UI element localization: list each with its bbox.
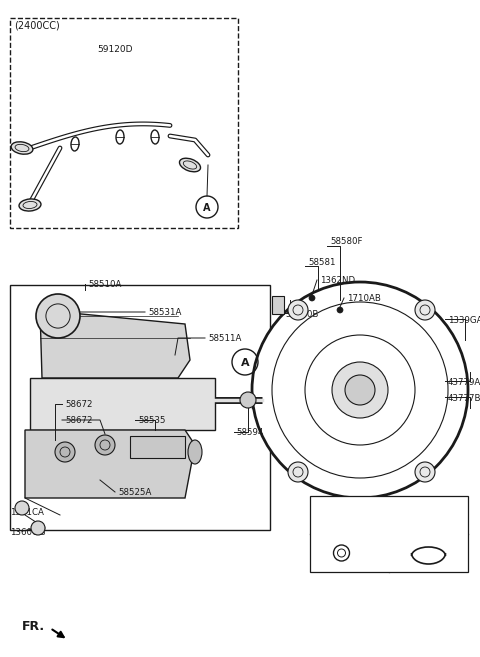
Circle shape [240,392,256,408]
Text: 59120D: 59120D [97,45,133,54]
FancyBboxPatch shape [10,18,238,228]
Text: 58594: 58594 [236,428,264,437]
Circle shape [415,462,435,482]
FancyBboxPatch shape [310,496,468,572]
FancyBboxPatch shape [272,296,284,314]
Circle shape [332,362,388,418]
Text: 1710AB: 1710AB [347,294,381,303]
Circle shape [288,462,308,482]
Text: 1140EP: 1140EP [333,500,366,509]
Circle shape [15,501,29,515]
Polygon shape [25,430,195,498]
Text: 58531A: 58531A [148,308,181,317]
FancyBboxPatch shape [130,436,185,458]
Circle shape [31,521,45,535]
Text: FR.: FR. [22,620,45,633]
Text: 58672: 58672 [65,416,93,425]
Ellipse shape [11,142,33,154]
Ellipse shape [188,440,202,464]
Text: 58672: 58672 [65,400,93,409]
Text: A: A [203,203,211,213]
Text: 43779A: 43779A [448,378,480,387]
FancyBboxPatch shape [10,285,270,530]
FancyBboxPatch shape [30,378,215,430]
Text: 59110B: 59110B [285,310,318,319]
Circle shape [55,442,75,462]
Text: 58525A: 58525A [118,488,151,497]
Text: 58581: 58581 [308,258,336,267]
Text: 58580F: 58580F [330,237,362,246]
Text: 58511A: 58511A [208,334,241,343]
Circle shape [36,294,80,338]
Text: 58535: 58535 [138,416,166,425]
Circle shape [309,295,315,301]
Circle shape [337,307,343,313]
Text: 43777B: 43777B [448,394,480,403]
Text: 1311CA: 1311CA [10,508,44,517]
Circle shape [95,435,115,455]
Text: 1339GA: 1339GA [448,316,480,325]
Circle shape [415,300,435,320]
Circle shape [252,282,468,498]
Text: 1472AM: 1472AM [410,500,447,509]
Text: A: A [240,358,249,368]
Text: 1362ND: 1362ND [320,276,355,285]
Ellipse shape [19,199,41,211]
Circle shape [288,300,308,320]
Circle shape [345,375,375,405]
Text: (2400CC): (2400CC) [14,20,60,30]
Text: 1360GG: 1360GG [10,528,46,537]
Text: 58510A: 58510A [88,280,121,289]
Ellipse shape [180,158,201,171]
Polygon shape [40,310,190,378]
